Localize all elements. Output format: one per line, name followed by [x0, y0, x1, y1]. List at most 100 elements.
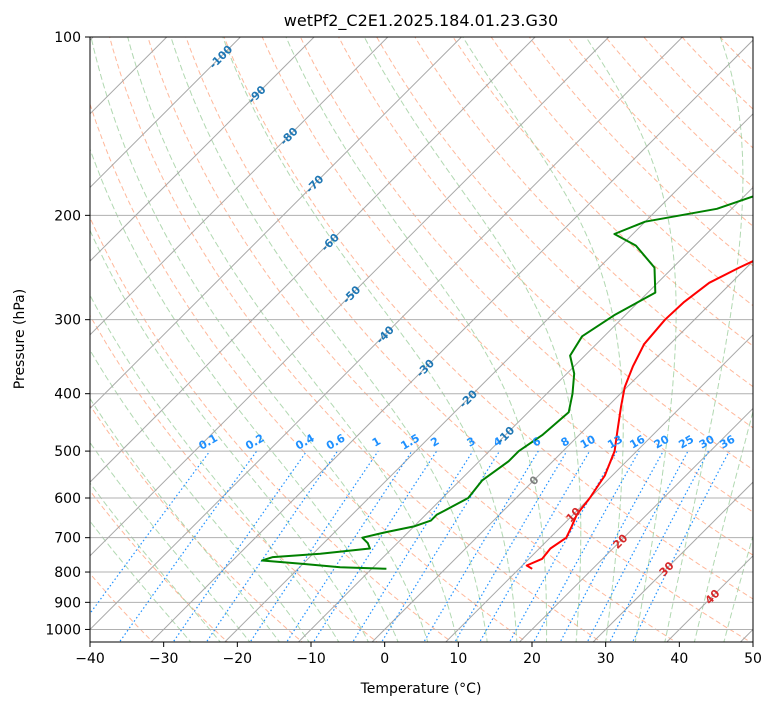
isotherm-line [297, 186, 753, 642]
moist-adiabat [127, 37, 459, 642]
dry-adiabat [719, 37, 753, 72]
moist-adiabat [90, 37, 429, 642]
mixing-ratio-line [454, 450, 568, 642]
dry-adiabat [604, 37, 753, 188]
moist-adiabat [90, 520, 192, 642]
moist-adiabat [462, 37, 624, 642]
isotherm-line [371, 260, 753, 642]
mixing-ratio-label: 1.5 [398, 432, 421, 453]
isotherm-line [90, 37, 463, 410]
y-tick-label: 600 [54, 491, 81, 507]
mixing-ratio-line [423, 450, 539, 642]
moist-adiabat [170, 37, 488, 642]
mixing-ratio-line [559, 450, 664, 642]
isotherm-line [150, 39, 753, 642]
isotherm-label: -80 [277, 125, 300, 148]
x-tick-label: 30 [597, 651, 615, 667]
y-tick-label: 400 [54, 387, 81, 403]
isotherm-line [90, 37, 242, 189]
mixing-ratio-line [285, 450, 413, 642]
mixing-ratio-line [380, 450, 501, 642]
y-tick-label: 100 [54, 30, 81, 46]
dry-adiabat [299, 37, 753, 513]
isotherm-line [90, 37, 389, 336]
dry-adiabat [566, 37, 753, 227]
mixing-ratio-label: 8 [559, 435, 572, 450]
mixing-ratio-label: 25 [676, 433, 696, 452]
isotherm-line [445, 334, 753, 642]
mixing-ratio-label: 2 [428, 435, 441, 450]
y-tick-label: 800 [54, 565, 81, 581]
mixing-ratio-label: 10 [578, 432, 598, 451]
mixing-ratio-line [118, 450, 258, 642]
moist-adiabat [363, 37, 582, 642]
y-tick-label: 300 [54, 313, 81, 329]
dry-adiabat [185, 37, 752, 642]
dry-adiabat [90, 314, 378, 642]
dry-adiabat [490, 37, 753, 307]
isotherm-label: -40 [374, 323, 397, 346]
mixing-ratio-line [172, 450, 308, 642]
mixing-ratio-label: 1 [370, 435, 383, 450]
dry-adiabat [90, 404, 303, 642]
plot-frame [89, 36, 754, 643]
isotherm-line [739, 628, 753, 642]
moist-adiabat [693, 409, 753, 642]
moist-adiabat [90, 397, 281, 642]
mixing-ratio-line [312, 450, 438, 642]
mixing-ratio-label: 36 [718, 432, 738, 451]
isotherm-line [518, 407, 753, 642]
mixing-ratio-line [90, 450, 211, 615]
isotherm-label: 0 [527, 473, 542, 488]
mixing-ratio-line [631, 450, 730, 642]
isotherm-line [90, 37, 684, 631]
y-axis-title: Pressure (hPa) [12, 289, 28, 389]
x-axis-title: Temperature (°C) [360, 681, 482, 697]
moist-adiabat [90, 147, 399, 642]
dry-adiabat [147, 37, 677, 642]
mixing-ratio-label: 20 [652, 432, 672, 451]
dry-adiabat [414, 37, 753, 388]
moist-adiabat [90, 349, 310, 642]
x-tick-label: 0 [380, 651, 389, 667]
mixing-ratio-label: 13 [605, 433, 625, 452]
mixing-ratio-line [249, 450, 379, 642]
chart-title: wetPf2_C2E1.2025.184.01.23.G30 [284, 11, 558, 31]
moist-adiabat [90, 441, 251, 642]
y-tick-label: 900 [54, 595, 81, 611]
x-tick-label: 50 [744, 651, 762, 667]
isotherm-line [224, 113, 753, 642]
dry-adiabat [90, 102, 528, 642]
mixing-ratio-label: 30 [697, 432, 717, 451]
dry-adiabat [338, 37, 753, 471]
moist-adiabat [664, 37, 744, 642]
mixing-ratio-label: 0.1 [196, 432, 219, 453]
isotherm-line [592, 481, 753, 642]
y-tick-label: 500 [54, 444, 81, 460]
mixing-ratio-label: 0.4 [293, 431, 317, 452]
mixing-ratio-label: 0.2 [243, 432, 266, 453]
plot-area [90, 37, 753, 642]
moist-adiabat [585, 37, 677, 642]
x-tick-label: −10 [296, 651, 326, 667]
isotherm-line [666, 555, 753, 642]
isotherm-label: 40 [703, 587, 723, 607]
dry-adiabat [261, 37, 753, 556]
mixing-ratio-line [205, 450, 338, 642]
isotherm-line [90, 37, 610, 557]
mixing-ratio-line [352, 450, 474, 642]
dry-adiabat [90, 489, 229, 642]
x-tick-label: −40 [75, 651, 105, 667]
mixing-ratio-label: 3 [465, 435, 478, 450]
y-tick-label: 1000 [45, 622, 81, 638]
moist-adiabat [285, 37, 548, 642]
isotherm-line [90, 37, 536, 483]
dry-adiabat [681, 37, 753, 110]
dewpoint-profile [261, 195, 753, 570]
x-tick-label: 40 [670, 651, 688, 667]
isotherm-line [90, 37, 315, 262]
x-tick-label: 20 [523, 651, 541, 667]
y-axis: 100 200 300 400 500 600 700 800 900 1000 [45, 30, 90, 638]
x-tick-label: 10 [449, 651, 467, 667]
